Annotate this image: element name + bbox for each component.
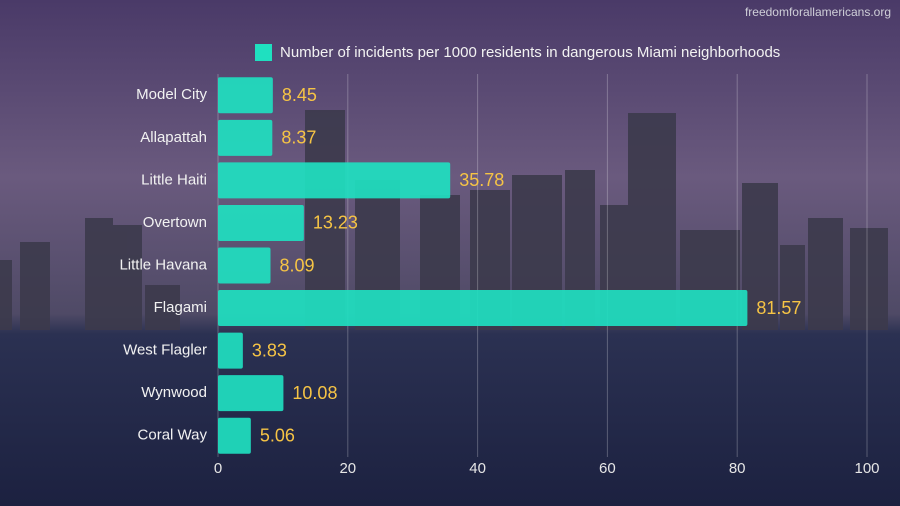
value-label: 8.45 xyxy=(282,85,317,105)
value-label: 3.83 xyxy=(252,340,287,360)
x-tick-label: 80 xyxy=(729,460,746,477)
bar xyxy=(218,332,243,369)
y-tick-label: Flagami xyxy=(154,299,207,316)
y-tick-label: West Flagler xyxy=(123,342,207,359)
bar xyxy=(218,77,273,114)
value-label: 5.06 xyxy=(260,425,295,445)
x-tick-label: 100 xyxy=(854,460,879,477)
x-tick-label: 0 xyxy=(214,460,222,477)
bar xyxy=(218,204,304,241)
y-tick-label: Overtown xyxy=(143,214,207,231)
y-tick-label: Model City xyxy=(136,86,207,103)
legend-label: Number of incidents per 1000 residents i… xyxy=(280,44,780,61)
value-label: 35.78 xyxy=(459,170,504,190)
bar xyxy=(218,247,271,284)
y-tick-label: Wynwood xyxy=(141,384,207,401)
y-tick-label: Coral Way xyxy=(138,427,208,444)
value-label: 8.09 xyxy=(280,255,315,275)
source: freedomforallamericans.org xyxy=(745,5,891,19)
value-label: 8.37 xyxy=(281,128,316,148)
x-tick-label: 20 xyxy=(339,460,356,477)
bar xyxy=(218,162,451,199)
y-tick-label: Little Havana xyxy=(119,256,207,273)
y-tick-label: Allapattah xyxy=(140,129,207,146)
bar xyxy=(218,417,251,454)
x-tick-label: 60 xyxy=(599,460,616,477)
legend-swatch xyxy=(255,44,272,61)
x-tick-label: 40 xyxy=(469,460,486,477)
bar xyxy=(218,375,284,412)
bar xyxy=(218,119,273,156)
y-tick-label: Little Haiti xyxy=(141,171,207,188)
bar xyxy=(218,290,748,327)
value-label: 13.23 xyxy=(313,213,358,233)
value-label: 10.08 xyxy=(292,383,337,403)
value-label: 81.57 xyxy=(756,298,801,318)
